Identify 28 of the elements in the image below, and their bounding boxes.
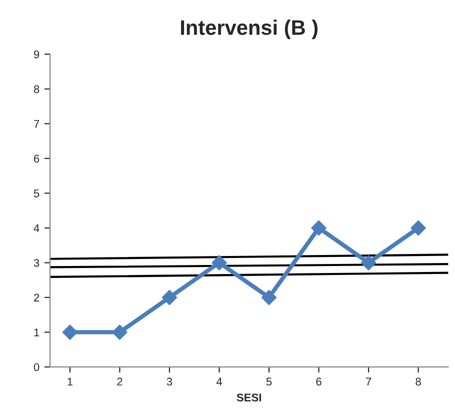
point (212, 255, 227, 270)
point (311, 220, 326, 236)
y-tick-label: 1 (34, 328, 40, 336)
x-tick-label: 2 (117, 378, 122, 386)
y-tick-label: 0 (34, 363, 40, 372)
point (410, 220, 426, 236)
point (162, 290, 178, 306)
y-tick-label: 4 (34, 224, 40, 232)
x-axis-title: SESI (236, 394, 262, 402)
x-tick-label: 5 (266, 378, 272, 386)
y-tick-label: 3 (34, 258, 40, 267)
y-tick-label: 7 (34, 120, 40, 128)
y-tick-label: 8 (34, 85, 40, 94)
y-tick-label: 6 (34, 154, 40, 163)
y-tick-label: 2 (34, 294, 40, 302)
x-tick-label: 3 (166, 378, 172, 386)
y-tick-label: 9 (34, 50, 40, 58)
point (261, 290, 277, 306)
chart-title: Intervensi (B ) (181, 20, 318, 40)
x-tick-label: 8 (416, 378, 421, 386)
x-tick-label: 4 (216, 378, 222, 386)
point (62, 324, 78, 340)
x-tick-label: 7 (366, 378, 372, 386)
x-tick-label: 6 (316, 378, 322, 386)
point (360, 255, 376, 270)
x-tick-label: 1 (68, 378, 73, 386)
y-tick-label: 5 (34, 190, 40, 198)
point (112, 324, 128, 340)
